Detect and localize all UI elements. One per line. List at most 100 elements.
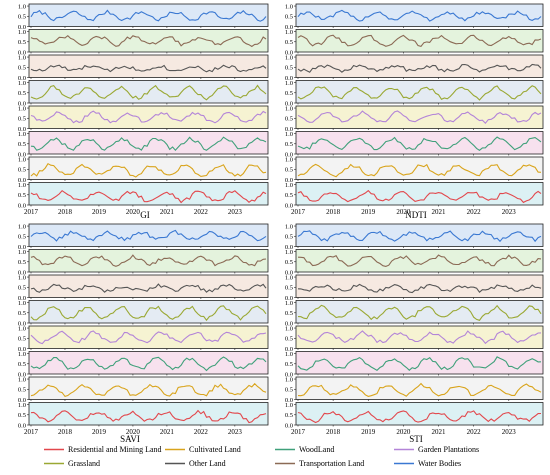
subplot-frame: [295, 274, 544, 298]
y-tick-label: 0.5: [18, 259, 26, 266]
subplot-cultivated-land: 0.0 0.5 1.0: [18, 376, 269, 404]
y-tick-label: 0.5: [18, 285, 26, 292]
series-line: [297, 304, 542, 321]
index-label-ndti: NDTI: [405, 210, 427, 220]
y-tick-label: 1.0: [18, 29, 26, 36]
subplot-water-bodies: 0.0 0.5 1.0: [285, 223, 544, 251]
y-tick-label: 0.0: [18, 371, 26, 378]
subplot-water-bodies: 0.0 0.5 1.0: [285, 3, 544, 31]
y-tick-label: 1.0: [285, 351, 293, 358]
y-tick-label: 1.0: [285, 300, 293, 307]
x-tick-label: 2019: [361, 208, 376, 216]
y-tick-label: 0.5: [285, 192, 293, 199]
y-tick-label: 1.0: [285, 402, 293, 409]
y-tick-label: 0.0: [18, 422, 26, 429]
x-tick-label: 2017: [291, 208, 306, 216]
y-tick-label: 0.5: [285, 412, 293, 419]
legend-item-woodland: WoodLand: [275, 445, 334, 454]
series-line: [297, 410, 542, 424]
subplot-transportation-land: 0.0 0.5 1.0: [18, 249, 269, 276]
y-tick-label: 1.0: [285, 29, 293, 36]
series-line: [30, 305, 267, 322]
y-tick-label: 0.0: [18, 126, 26, 133]
subplot-other-land: 0.0 0.5 1.0: [285, 54, 544, 82]
x-tick-label: 2021: [160, 208, 175, 216]
legend-label: Cultivated Land: [189, 445, 241, 454]
y-tick-label: 0.5: [18, 336, 26, 343]
legend-label: Residential and Mining Land: [68, 445, 162, 454]
subplot-woodland: 0.0 0.5 1.0: [18, 131, 269, 158]
legend-item-transportation-land: Transportation Land: [275, 459, 364, 468]
series-line: [30, 283, 267, 293]
x-tick-label: 2021: [160, 428, 175, 436]
series-line: [297, 356, 542, 371]
y-tick-label: 1.0: [285, 325, 293, 332]
subplot-frame: [28, 300, 269, 324]
subplot-frame: [28, 325, 269, 349]
panel-groups: 0.00.51.00.00.51.00.00.51.00.00.51.00.00…: [18, 3, 544, 444]
subplot-cultivated-land: 0.0 0.5 1.0: [285, 376, 544, 404]
index-label-gi: GI: [140, 210, 150, 220]
x-tick-label: 2019: [92, 428, 107, 436]
subplot-frame: [295, 249, 544, 273]
y-tick-label: 1.0: [285, 223, 293, 230]
y-tick-label: 1.0: [285, 131, 293, 138]
subplot-grassland: 0.0 0.5 1.0: [285, 80, 544, 107]
y-tick-label: 1.0: [18, 376, 26, 383]
x-tick-label: 2021: [432, 208, 447, 216]
y-tick-label: 1.0: [18, 223, 26, 230]
y-tick-label: 0.0: [18, 295, 26, 302]
series-line: [297, 330, 542, 345]
legend-label: WoodLand: [299, 445, 334, 454]
y-tick-label: 1.0: [18, 402, 26, 409]
legend-label: Other Land: [189, 459, 226, 468]
y-tick-label: 0.5: [18, 116, 26, 123]
y-tick-label: 0.0: [18, 320, 26, 327]
y-tick-label: 0.5: [18, 65, 26, 72]
panel-group-sti: 0.00.51.00.00.51.00.00.51.00.00.51.00.00…: [285, 223, 544, 444]
legend-item-water-bodies: Water Bodies: [394, 459, 461, 468]
y-tick-label: 0.5: [285, 90, 293, 97]
series-line: [30, 84, 267, 101]
subplot-garden-plantations: 0.0 0.5 1.0: [18, 105, 269, 133]
series-line: [297, 85, 542, 101]
x-tick-label: 2017: [291, 428, 306, 436]
subplot-garden-plantations: 0.0 0.5 1.0: [18, 325, 269, 353]
y-tick-label: 1.0: [18, 54, 26, 61]
subplot-garden-plantations: 0.0 0.5 1.0: [285, 105, 544, 133]
subplot-cultivated-land: 0.0 0.5 1.0: [285, 156, 544, 184]
series-line: [297, 230, 542, 243]
y-tick-label: 0.0: [18, 397, 26, 404]
series-line: [30, 64, 267, 73]
y-tick-label: 0.5: [285, 336, 293, 343]
subplot-residential-and-mining-land: 0.0 0.5 1.0 2017 2018 2019 2020 2021 2022 2023: [285, 182, 544, 216]
subplot-frame: [295, 29, 544, 53]
subplot-transportation-land: 0.0 0.5 1.0: [18, 29, 269, 56]
y-tick-label: 0.0: [18, 24, 26, 31]
y-tick-label: 0.5: [285, 361, 293, 368]
y-tick-label: 1.0: [18, 249, 26, 256]
subplot-frame: [295, 351, 544, 375]
subplot-frame: [28, 274, 269, 298]
subplot-frame: [28, 182, 269, 206]
subplot-other-land: 0.0 0.5 1.0: [18, 274, 269, 302]
y-tick-label: 0.5: [18, 234, 26, 241]
subplot-grassland: 0.0 0.5 1.0: [18, 300, 269, 327]
y-tick-label: 1.0: [285, 54, 293, 61]
series-line: [30, 9, 267, 22]
y-tick-label: 0.0: [18, 49, 26, 56]
x-tick-label: 2020: [396, 428, 411, 436]
y-tick-label: 0.5: [285, 310, 293, 317]
series-line: [297, 283, 542, 294]
x-tick-label: 2023: [502, 428, 517, 436]
y-tick-label: 0.0: [18, 244, 26, 251]
y-tick-label: 1.0: [18, 156, 26, 163]
subplot-grassland: 0.0 0.5 1.0: [285, 300, 544, 327]
series-line: [297, 136, 542, 151]
x-tick-label: 2020: [396, 208, 411, 216]
x-tick-label: 2020: [126, 208, 141, 216]
y-tick-label: 0.5: [285, 167, 293, 174]
subplot-frame: [28, 156, 269, 180]
y-tick-label: 0.5: [18, 39, 26, 46]
y-tick-label: 1.0: [285, 249, 293, 256]
